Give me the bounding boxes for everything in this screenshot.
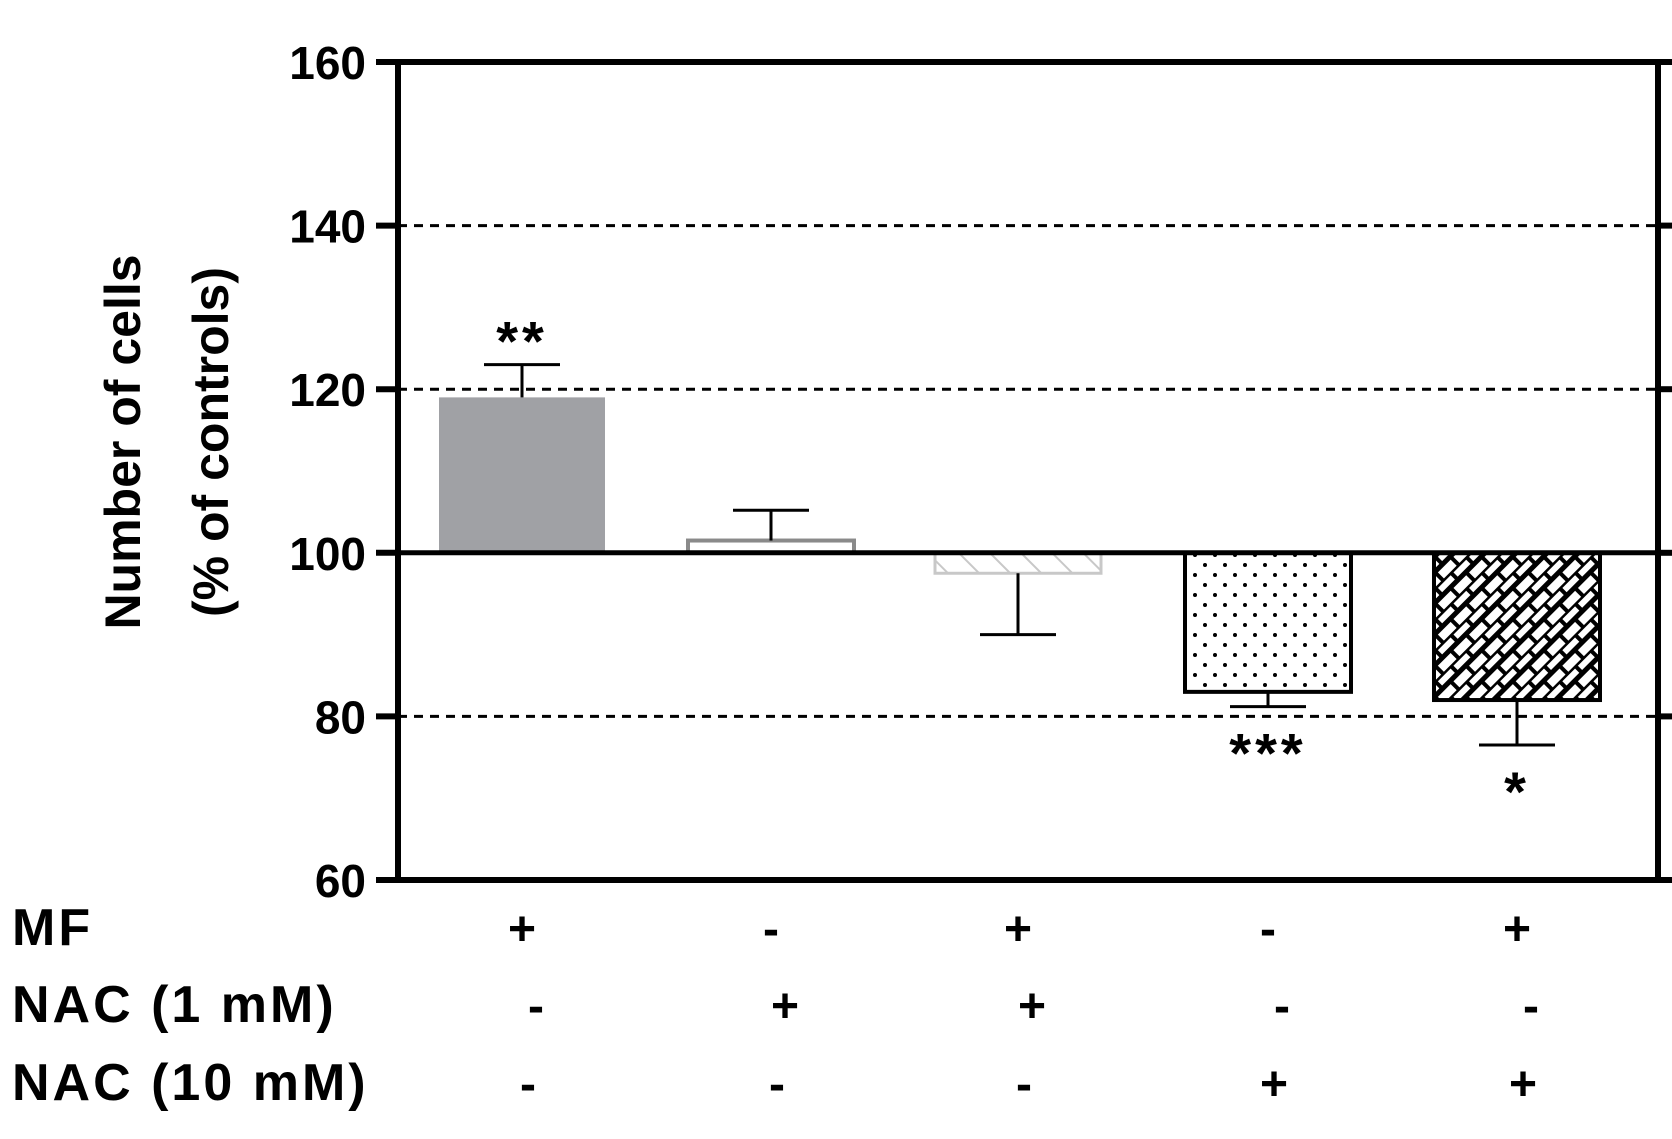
- condition-cell: +: [1260, 1058, 1288, 1111]
- bar: [1183, 550, 1353, 694]
- significance-marker: **: [496, 310, 548, 373]
- condition-cell: +: [1509, 1058, 1537, 1111]
- y-tick-label: 140: [289, 201, 366, 253]
- y-tick-label: 120: [289, 364, 366, 416]
- condition-cell: +: [508, 903, 536, 956]
- condition-cell: +: [1018, 980, 1046, 1033]
- y-tick-label: 160: [289, 37, 366, 89]
- condition-table: MF + - + - + NAC (1 mM) - + + - - NAC (10 mM) - - - + +: [12, 899, 1539, 1112]
- y-tick-label: 80: [315, 691, 366, 743]
- bars: [439, 363, 1602, 747]
- condition-cell: +: [1004, 903, 1032, 956]
- bar: [1432, 550, 1602, 703]
- significance-marker: *: [1504, 760, 1530, 823]
- condition-cell: +: [1503, 903, 1531, 956]
- y-tick-label: 100: [289, 528, 366, 580]
- condition-cell: -: [1016, 1058, 1032, 1111]
- bar: [933, 551, 1103, 575]
- condition-cell: -: [763, 903, 779, 956]
- significance-markers: ******: [496, 310, 1530, 823]
- condition-cell: +: [771, 980, 799, 1033]
- condition-cell: -: [1523, 980, 1539, 1033]
- condition-cell: -: [528, 980, 544, 1033]
- condition-cell: -: [769, 1058, 785, 1111]
- bar: [439, 397, 605, 553]
- condition-cell: -: [520, 1058, 536, 1111]
- gridlines: [398, 224, 1658, 718]
- condition-cell: -: [1274, 980, 1290, 1033]
- condition-cell: -: [1260, 903, 1276, 956]
- y-ticks: 60 80 100 120 140 160: [289, 37, 1672, 907]
- y-axis-label: Number of cells (% of controls): [95, 254, 239, 629]
- y-axis-label-line2: (% of controls): [183, 267, 239, 617]
- axes: [395, 59, 1661, 883]
- y-tick-label: 60: [315, 855, 366, 907]
- condition-row-label: MF: [12, 899, 93, 957]
- significance-marker: ***: [1229, 722, 1306, 785]
- y-axis-label-line1: Number of cells: [95, 254, 151, 629]
- condition-row-label: NAC (1 mM): [12, 976, 337, 1034]
- condition-row-label: NAC (10 mM): [12, 1054, 369, 1112]
